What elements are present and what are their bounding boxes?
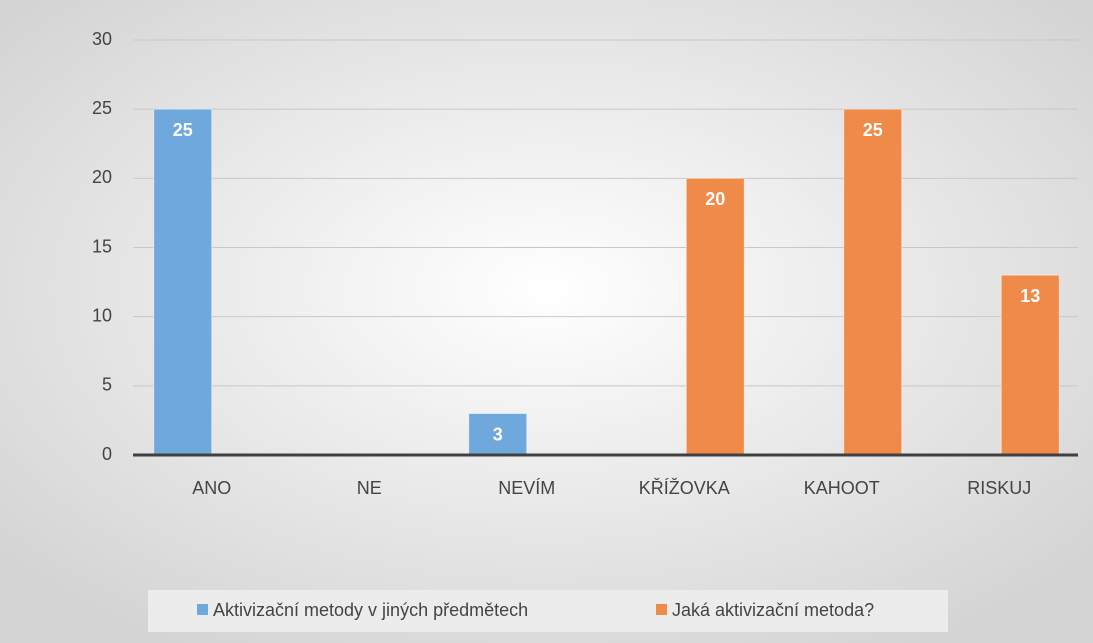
y-tick-label: 30 xyxy=(92,29,112,49)
y-tick-label: 15 xyxy=(92,236,112,256)
y-tick-label: 0 xyxy=(102,444,112,464)
x-tick-label: RISKUJ xyxy=(967,478,1031,498)
y-tick-label: 5 xyxy=(102,375,112,395)
x-tick-label: KAHOOT xyxy=(804,478,880,498)
data-label: 25 xyxy=(173,120,193,140)
y-tick-label: 10 xyxy=(92,305,112,325)
bar xyxy=(843,108,903,456)
legend-swatch xyxy=(197,604,208,615)
x-tick-label: ANO xyxy=(192,478,231,498)
x-tick-label: NEVÍM xyxy=(498,478,555,498)
legend-label: Jaká aktivizační metoda? xyxy=(672,600,874,620)
data-label: 13 xyxy=(1020,286,1040,306)
y-tick-label: 25 xyxy=(92,98,112,118)
y-tick-label: 20 xyxy=(92,167,112,187)
bar xyxy=(1000,274,1060,456)
data-label: 20 xyxy=(705,189,725,209)
bar xyxy=(153,108,213,456)
bar xyxy=(685,177,745,456)
legend-box xyxy=(148,590,948,632)
legend-swatch xyxy=(656,604,667,615)
bar xyxy=(468,413,528,456)
x-tick-label: KŘÍŽOVKA xyxy=(639,478,730,498)
legend-label: Aktivizační metody v jiných předmětech xyxy=(213,600,528,620)
x-tick-label: NE xyxy=(357,478,382,498)
data-label: 3 xyxy=(493,424,503,444)
data-label: 25 xyxy=(863,120,883,140)
